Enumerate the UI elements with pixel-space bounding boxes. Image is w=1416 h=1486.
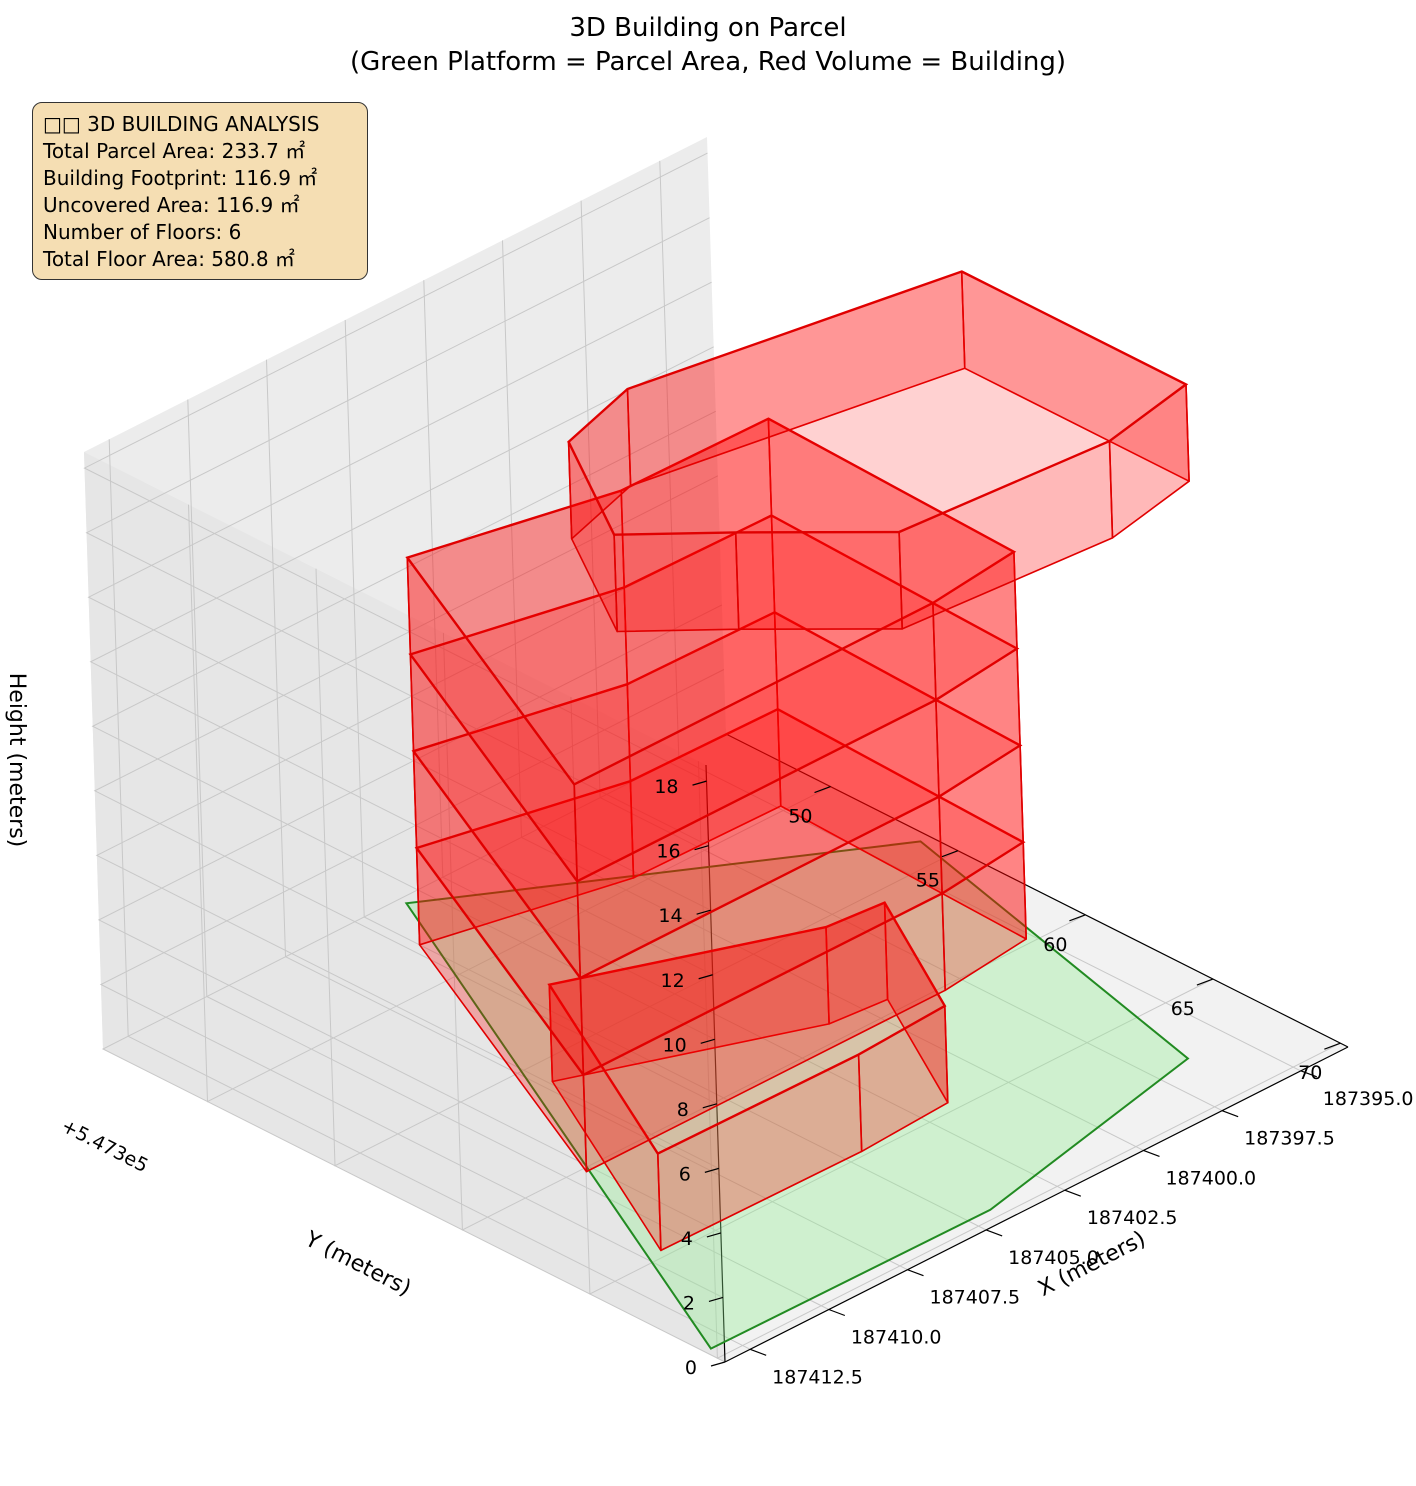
z-tick <box>708 1296 724 1303</box>
z-tick-label: 6 <box>679 1163 691 1185</box>
y-tick-label: 65 <box>1171 998 1195 1020</box>
y-tick-label: 50 <box>788 806 812 828</box>
z-tick <box>694 845 709 851</box>
building-volume <box>405 270 1190 1252</box>
building-wall <box>734 531 904 631</box>
z-axis-label: Height (meters) <box>4 673 29 848</box>
grid-line-z <box>99 669 725 1298</box>
grid-line-z <box>83 152 708 782</box>
grid-line-z <box>85 217 710 847</box>
y-axis-label: Y (meters) <box>300 1226 415 1301</box>
y-tick-label: 55 <box>916 870 940 892</box>
grid-line-z <box>89 346 714 976</box>
z-tick-label: 8 <box>677 1099 689 1121</box>
info-number-of-floors: Number of Floors: 6 <box>43 220 242 244</box>
building-wall <box>613 531 740 633</box>
z-tick <box>698 974 713 980</box>
z-tick-label: 0 <box>685 1357 697 1379</box>
y-offset-label: +5.473e5 <box>58 1115 152 1177</box>
z-tick <box>700 1038 715 1044</box>
z-tick-label: 12 <box>660 970 684 992</box>
x-tick <box>1143 1149 1160 1157</box>
x-tick-label: 187397.5 <box>1244 1128 1335 1150</box>
x-tick-label: 187395.0 <box>1323 1088 1414 1110</box>
x-tick-label: 187405.0 <box>1008 1247 1099 1269</box>
z-tick <box>706 1232 722 1238</box>
info-building-footprint: Building Footprint: 116.9 ㎡ <box>43 166 318 190</box>
y-tick-label: 60 <box>1043 934 1067 956</box>
chart-title-line-1: 3D Building on Parcel <box>569 13 847 43</box>
x-tick <box>1221 1110 1239 1118</box>
y-tick <box>1069 914 1086 922</box>
ticks <box>692 780 1341 1367</box>
x-tick-label: 187402.5 <box>1087 1207 1178 1229</box>
building-floor-1 <box>547 901 949 1252</box>
z-tick <box>702 1103 717 1109</box>
z-axis-line <box>705 764 726 1363</box>
z-tick-label: 18 <box>654 776 678 798</box>
info-total-parcel-area: Total Parcel Area: 233.7 ㎡ <box>43 139 306 163</box>
building-floor-slab <box>547 901 947 1156</box>
grid-line-z <box>93 475 719 1105</box>
y-tick <box>1196 978 1214 986</box>
grid-line-z <box>101 733 727 1363</box>
grid-line-z <box>97 604 723 1234</box>
z-tick <box>710 1361 726 1367</box>
x-tick <box>828 1308 846 1317</box>
x-tick <box>749 1348 767 1356</box>
building-floor-6 <box>567 270 1190 633</box>
x-tick-label: 187400.0 <box>1165 1167 1256 1189</box>
z-tick-label: 4 <box>681 1228 693 1250</box>
info-box-heading: □□ 3D BUILDING ANALYSIS <box>43 112 320 136</box>
chart-title-line-2: (Green Platform = Parcel Area, Red Volum… <box>349 47 1067 77</box>
z-tick <box>692 780 707 786</box>
x-tick <box>1300 1070 1318 1078</box>
building-floor-slab <box>567 270 1189 536</box>
building-floor-5 <box>405 417 1018 883</box>
tick-labels: 187395.0 187397.5 187400.0 187402.5 187405.0… <box>654 776 1413 1388</box>
y-tick <box>941 850 959 858</box>
y-tick <box>814 786 831 794</box>
y-tick-label: 70 <box>1298 1062 1322 1084</box>
x-tick-label: 187412.5 <box>772 1366 863 1388</box>
z-tick-label: 10 <box>663 1034 687 1056</box>
z-tick-label: 2 <box>683 1292 695 1314</box>
grid-line-z <box>91 410 716 1040</box>
x-tick-label: 187410.0 <box>851 1327 942 1349</box>
z-tick <box>696 909 711 915</box>
x-axis-line <box>725 733 1349 1048</box>
info-box: □□ 3D BUILDING ANALYSIS Total Parcel Are… <box>32 102 368 280</box>
z-tick-label: 14 <box>658 905 682 927</box>
x-tick-label: 187407.5 <box>929 1287 1020 1309</box>
x-tick <box>907 1269 924 1277</box>
z-tick-label: 16 <box>656 841 680 863</box>
info-total-floor-area: Total Floor Area: 580.8 ㎡ <box>43 247 295 271</box>
grid-line-z <box>87 281 712 911</box>
grid-line-z <box>95 539 721 1169</box>
x-tick <box>1064 1189 1082 1197</box>
y-tick <box>1324 1042 1341 1050</box>
x-tick <box>985 1229 1003 1237</box>
z-tick <box>704 1167 720 1173</box>
grid <box>83 152 1341 1363</box>
building-floor-slab <box>405 417 1017 786</box>
info-uncovered-area: Uncovered Area: 116.9 ㎡ <box>43 193 300 217</box>
